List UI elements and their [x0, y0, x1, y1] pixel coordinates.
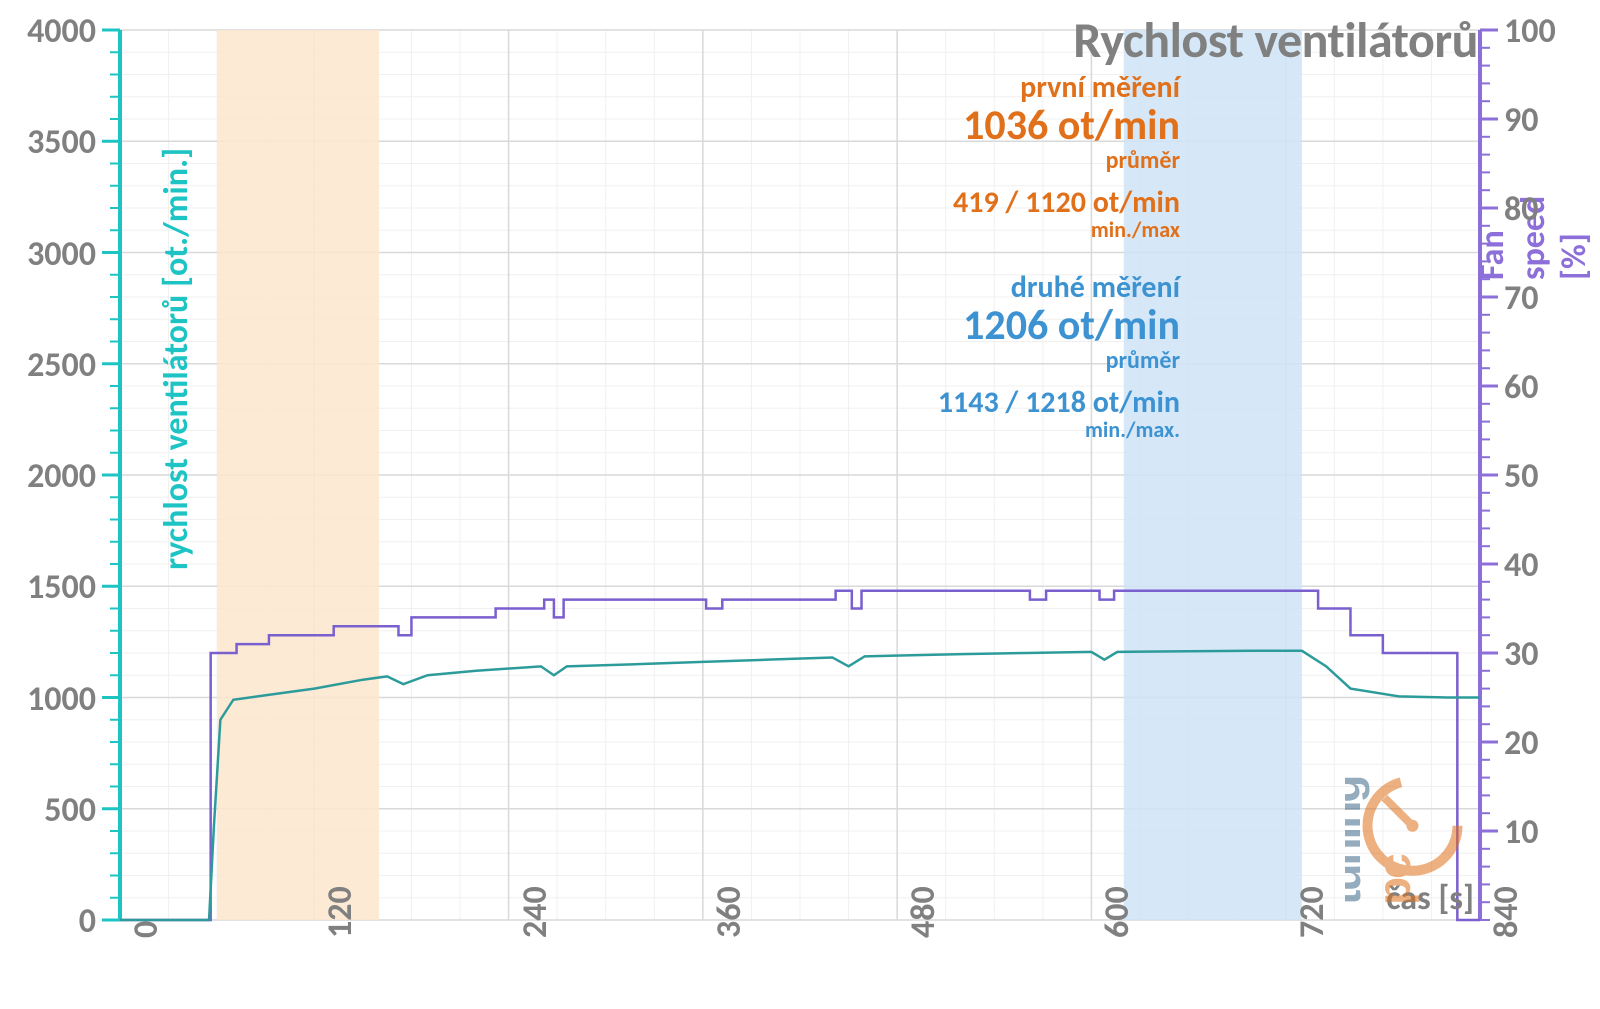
tick-label: 1000 — [27, 679, 96, 720]
tick-label: 360 — [709, 886, 750, 938]
tick-label: 840 — [1486, 886, 1527, 938]
tick-label: 10 — [1504, 812, 1538, 853]
tick-label: 1500 — [27, 567, 96, 608]
tick-label: 240 — [515, 886, 556, 938]
annotation-label: první měření — [953, 72, 1180, 104]
annotation-mm-sub: min./max — [953, 218, 1180, 241]
tick-label: 3000 — [27, 234, 96, 275]
pctuning-watermark-icon: tuning pc — [1345, 545, 1495, 905]
tick-label: 480 — [903, 886, 944, 938]
tick-label: 3500 — [27, 122, 96, 163]
tick-label: 600 — [1097, 886, 1138, 938]
first-band — [217, 30, 379, 920]
annotation-label: druhé měření — [938, 272, 1180, 304]
annotation-second-measurement: druhé měření 1206 ot/min průměr 1143 / 1… — [938, 272, 1180, 441]
annotation-minmax: 1143 / 1218 ot/min — [938, 387, 1180, 419]
annotation-first-measurement: první měření 1036 ot/min průměr 419 / 11… — [953, 72, 1180, 241]
tick-label: 30 — [1504, 634, 1538, 675]
tick-label: 40 — [1504, 545, 1538, 586]
annotation-minmax: 419 / 1120 ot/min — [953, 187, 1180, 219]
tick-label: 0 — [79, 901, 96, 942]
tick-label: 90 — [1504, 100, 1538, 141]
tick-label: 0 — [126, 921, 167, 938]
tick-label: 80 — [1504, 189, 1538, 230]
chart-title: Rychlost ventilátorů — [1073, 10, 1478, 71]
tick-label: 720 — [1292, 886, 1333, 938]
annotation-mm-sub: min./max. — [938, 418, 1180, 441]
tick-label: 50 — [1504, 456, 1538, 497]
tick-label: 20 — [1504, 723, 1538, 764]
tick-label: 2000 — [27, 456, 96, 497]
tick-label: 60 — [1504, 367, 1538, 408]
annotation-sub: průměr — [953, 148, 1180, 173]
tick-label: 2500 — [27, 345, 96, 386]
annotation-main: 1206 ot/min — [938, 304, 1180, 348]
tick-label: 500 — [44, 790, 96, 831]
tick-label: 4000 — [27, 11, 96, 52]
tick-label: 70 — [1504, 278, 1538, 319]
annotation-sub: průměr — [938, 348, 1180, 373]
tick-label: 100 — [1504, 11, 1556, 52]
y-left-axis-label: rychlost ventilátorů [ot./min.] — [156, 148, 197, 570]
tick-label: 120 — [320, 886, 361, 938]
annotation-main: 1036 ot/min — [953, 104, 1180, 148]
